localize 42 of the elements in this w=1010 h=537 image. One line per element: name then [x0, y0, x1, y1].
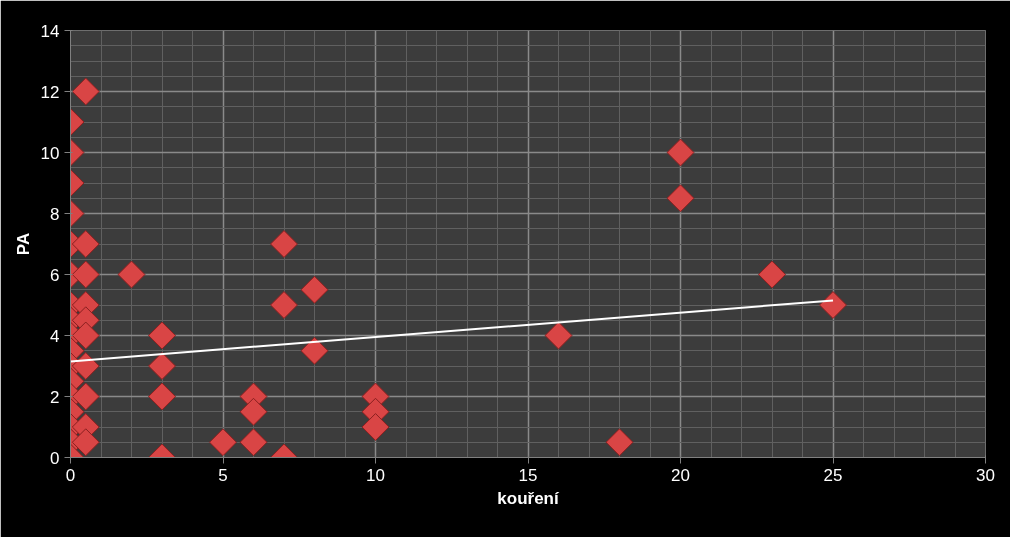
y-tick-label: 12: [40, 82, 60, 102]
x-tick-label: 10: [366, 465, 385, 485]
x-axis-title: kouření: [497, 488, 560, 508]
y-axis-title: PA: [13, 232, 33, 256]
point: [117, 260, 146, 289]
point: [209, 428, 237, 457]
point: [148, 382, 176, 411]
y-tick-label: 4: [50, 326, 60, 346]
point: [605, 428, 634, 457]
x-tick-label: 30: [976, 465, 995, 485]
point: [270, 230, 298, 258]
x-tick-label: 15: [518, 465, 538, 485]
point: [819, 291, 847, 319]
y-tick-label: 2: [50, 387, 60, 407]
point: [71, 352, 100, 380]
point: [666, 138, 695, 167]
point: [666, 184, 695, 213]
point: [758, 260, 786, 289]
x-tick-label: 5: [218, 465, 228, 485]
point: [71, 428, 100, 457]
point: [270, 291, 298, 319]
point: [71, 321, 100, 350]
point: [361, 413, 390, 441]
y-tick-label: 14: [40, 21, 60, 41]
y-tick-label: 8: [50, 204, 60, 224]
x-tick-label: 25: [823, 465, 843, 485]
point: [71, 77, 100, 106]
point: [300, 275, 329, 304]
point: [544, 321, 573, 350]
point: [71, 230, 100, 258]
y-tick-label: 10: [40, 143, 60, 163]
point: [148, 321, 176, 350]
y-tick-label: 6: [50, 265, 60, 285]
point: [300, 336, 329, 365]
point: [239, 397, 268, 426]
point: [148, 352, 176, 380]
point: [71, 382, 100, 411]
x-tick-label: 0: [65, 465, 76, 485]
y-tick-label: 0: [50, 448, 60, 468]
point: [239, 428, 268, 457]
x-tick-label: 20: [671, 465, 690, 485]
point: [71, 260, 100, 289]
